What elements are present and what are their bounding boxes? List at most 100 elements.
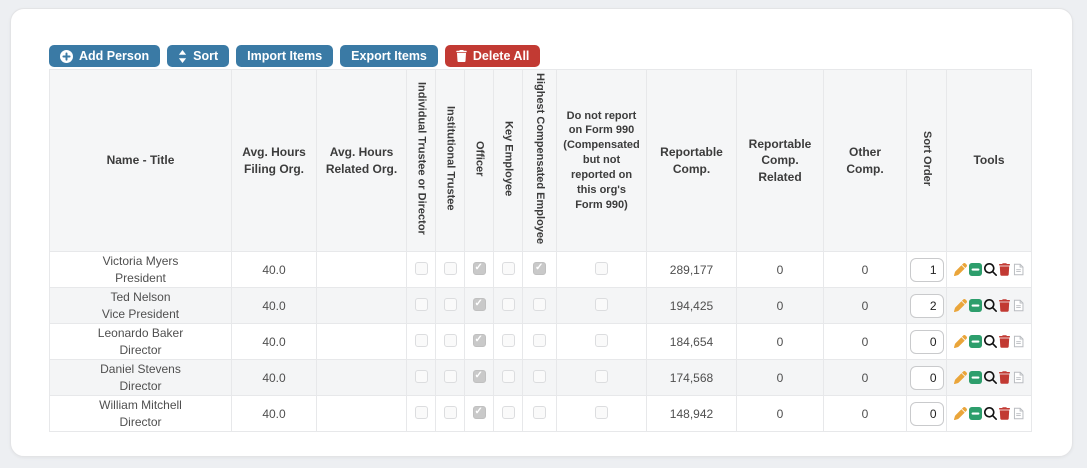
sort-order-cell [906, 287, 947, 324]
highest-compensated-cell [522, 251, 557, 288]
sort-order-input[interactable] [909, 257, 944, 282]
reportable-comp-cell: 174,568 [646, 359, 737, 396]
officer-checkbox[interactable] [472, 405, 486, 419]
edit-button[interactable] [953, 407, 967, 420]
delete-row-button[interactable] [998, 407, 1010, 420]
minimize-button[interactable] [968, 335, 982, 348]
reportable-comp-cell: 289,177 [646, 251, 737, 288]
minimize-button[interactable] [968, 299, 982, 312]
copy-button[interactable] [1012, 407, 1025, 420]
sort-order-input[interactable] [909, 401, 944, 426]
sort-order-input[interactable] [909, 293, 944, 318]
col-header-key-employee: Key Employee [493, 69, 523, 252]
sort-order-cell [906, 359, 947, 396]
do-not-report-checkbox[interactable] [595, 369, 608, 383]
minus-square-icon [968, 371, 982, 384]
document-icon [1012, 263, 1025, 276]
view-button[interactable] [983, 407, 997, 420]
export-items-label: Export Items [351, 49, 427, 63]
sort-order-input[interactable] [909, 365, 944, 390]
key-employee-checkbox[interactable] [501, 261, 515, 275]
sort-button[interactable]: Sort [167, 45, 230, 67]
minimize-button[interactable] [968, 407, 982, 420]
copy-button[interactable] [1012, 371, 1025, 384]
table-row: William Mitchell Director 40.0 148,942 0… [49, 395, 1032, 432]
tools-cell [946, 323, 1032, 360]
do-not-report-cell [556, 323, 647, 360]
do-not-report-checkbox[interactable] [595, 297, 608, 311]
view-button[interactable] [983, 371, 997, 384]
minus-square-icon [968, 299, 982, 312]
minus-square-icon [968, 335, 982, 348]
institutional-trustee-checkbox[interactable] [443, 297, 457, 311]
individual-trustee-cell [406, 395, 436, 432]
individual-trustee-cell [406, 287, 436, 324]
col-header-officer: Officer [464, 69, 494, 252]
key-employee-checkbox[interactable] [501, 405, 515, 419]
institutional-trustee-checkbox[interactable] [443, 369, 457, 383]
highest-compensated-checkbox[interactable] [533, 261, 546, 275]
name-title-cell: Leonardo Baker Director [49, 323, 232, 360]
avg-hours-related-cell [316, 251, 407, 288]
reportable-comp-related-cell: 0 [736, 251, 824, 288]
officer-cell [464, 395, 494, 432]
officer-checkbox[interactable] [472, 333, 486, 347]
highest-compensated-checkbox[interactable] [533, 369, 546, 383]
key-employee-checkbox[interactable] [501, 369, 515, 383]
highest-compensated-checkbox[interactable] [533, 297, 546, 311]
people-table-body: Victoria Myers President 40.0 289,177 0 … [49, 251, 1032, 432]
minimize-button[interactable] [968, 263, 982, 276]
edit-button[interactable] [953, 263, 967, 276]
pencil-icon [953, 407, 967, 420]
trash-icon [998, 263, 1010, 276]
import-items-label: Import Items [247, 49, 323, 63]
do-not-report-checkbox[interactable] [595, 333, 608, 347]
individual-trustee-checkbox[interactable] [414, 369, 428, 383]
sort-order-cell [906, 395, 947, 432]
key-employee-checkbox[interactable] [501, 333, 515, 347]
institutional-trustee-checkbox[interactable] [443, 261, 457, 275]
delete-row-button[interactable] [998, 371, 1010, 384]
delete-row-button[interactable] [998, 263, 1010, 276]
individual-trustee-checkbox[interactable] [414, 333, 428, 347]
individual-trustee-checkbox[interactable] [414, 405, 428, 419]
delete-all-button[interactable]: Delete All [444, 45, 541, 67]
edit-button[interactable] [953, 335, 967, 348]
institutional-trustee-checkbox[interactable] [443, 405, 457, 419]
add-person-button[interactable]: Add Person [49, 45, 161, 67]
delete-row-button[interactable] [998, 299, 1010, 312]
institutional-trustee-checkbox[interactable] [443, 333, 457, 347]
highest-compensated-checkbox[interactable] [533, 333, 546, 347]
key-employee-checkbox[interactable] [501, 297, 515, 311]
do-not-report-checkbox[interactable] [595, 405, 608, 419]
do-not-report-checkbox[interactable] [595, 261, 608, 275]
header-row: Name - Title Avg. Hours Filing Org. Avg.… [49, 69, 1032, 252]
individual-trustee-checkbox[interactable] [414, 261, 428, 275]
officer-checkbox[interactable] [472, 369, 486, 383]
avg-hours-related-cell [316, 359, 407, 396]
view-button[interactable] [983, 335, 997, 348]
copy-button[interactable] [1012, 299, 1025, 312]
individual-trustee-checkbox[interactable] [414, 297, 428, 311]
copy-button[interactable] [1012, 263, 1025, 276]
do-not-report-cell [556, 251, 647, 288]
pencil-icon [953, 263, 967, 276]
export-items-button[interactable]: Export Items [340, 45, 438, 67]
other-comp-cell: 0 [823, 287, 907, 324]
edit-button[interactable] [953, 371, 967, 384]
copy-button[interactable] [1012, 335, 1025, 348]
import-items-button[interactable]: Import Items [236, 45, 334, 67]
sort-order-input[interactable] [909, 329, 944, 354]
highest-compensated-checkbox[interactable] [533, 405, 546, 419]
minimize-button[interactable] [968, 371, 982, 384]
delete-row-button[interactable] [998, 335, 1010, 348]
key-employee-cell [493, 395, 523, 432]
highest-compensated-cell [522, 323, 557, 360]
view-button[interactable] [983, 263, 997, 276]
officer-checkbox[interactable] [472, 261, 486, 275]
officer-checkbox[interactable] [472, 297, 486, 311]
highest-compensated-cell [522, 395, 557, 432]
individual-trustee-cell [406, 323, 436, 360]
edit-button[interactable] [953, 299, 967, 312]
view-button[interactable] [983, 299, 997, 312]
